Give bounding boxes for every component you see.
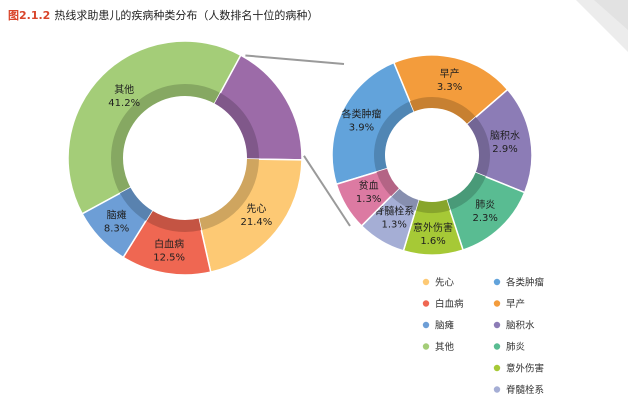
corner-decoration bbox=[576, 0, 628, 52]
legend-label-6: 脑积水 bbox=[506, 320, 535, 332]
detail-slice-3-inner-band bbox=[446, 172, 486, 211]
main-slice-0-inner-band bbox=[110, 83, 221, 194]
detail-slice-0-value: 3.9% bbox=[349, 123, 374, 134]
legend-label-8: 意外伤害 bbox=[506, 363, 544, 375]
main-slice-3-value: 12.5% bbox=[153, 253, 185, 264]
detail-slice-2-inner-band bbox=[467, 117, 490, 177]
legend-swatch-0 bbox=[422, 278, 430, 286]
detail-slice-3-value: 2.3% bbox=[473, 213, 498, 224]
legend-label-1: 白血病 bbox=[435, 298, 464, 310]
detail-slice-5-label: 脊髓栓系 bbox=[374, 205, 414, 218]
detail-slice-0 bbox=[331, 61, 416, 186]
legend-label-4: 各类肿瘤 bbox=[506, 277, 545, 289]
main-donut: 其他 41.2% 先心 21.4% 白血病 12.5% 脑瘫 8.3% bbox=[67, 40, 303, 276]
detail-slice-2-value: 2.9% bbox=[492, 144, 517, 155]
figure-number: 图2.1.2 bbox=[8, 9, 51, 22]
detail-slice-1-inner-band bbox=[409, 97, 476, 125]
detail-slice-0-label: 各类肿瘤 bbox=[341, 108, 381, 121]
main-slice-2-inner-band bbox=[198, 159, 259, 231]
main-slice-3-inner-band bbox=[145, 210, 202, 232]
legend-label-5: 早产 bbox=[506, 298, 525, 310]
legend-swatch-1 bbox=[422, 300, 430, 307]
detail-slice-4-inner-band bbox=[415, 199, 451, 213]
legend-swatch-4 bbox=[493, 278, 501, 286]
zoom-connectors bbox=[245, 54, 351, 227]
detail-slice-5-inner-band bbox=[391, 188, 419, 211]
legend-swatch-8 bbox=[493, 364, 501, 372]
detail-slice-6-inner-band bbox=[376, 168, 399, 197]
detail-slice-6-label: 贫血 bbox=[359, 179, 379, 192]
legend-label-2: 脑瘫 bbox=[435, 320, 455, 332]
detail-slice-1-label: 早产 bbox=[440, 67, 460, 80]
main-slice-2-label: 先心 bbox=[246, 203, 266, 215]
legend-label-9: 脊髓栓系 bbox=[506, 384, 544, 396]
detail-slice-1-value: 3.3% bbox=[437, 82, 462, 93]
main-slice-0-label: 其他 bbox=[114, 83, 134, 96]
legend-swatch-6 bbox=[493, 321, 501, 329]
legend-swatch-7 bbox=[493, 343, 501, 350]
legend-label-3: 其他 bbox=[435, 341, 455, 353]
main-slice-2-value: 21.4% bbox=[240, 217, 272, 228]
figure-title-text: 热线求助患儿的疾病种类分布（人数排名十位的病种） bbox=[54, 9, 319, 22]
legend-swatch-9 bbox=[493, 386, 501, 393]
detail-slice-6-value: 1.3% bbox=[356, 194, 381, 205]
detail-slice-4-label: 意外伤害 bbox=[413, 221, 453, 234]
main-slice-3-label: 白血病 bbox=[154, 238, 184, 251]
detail-slice-5-value: 1.3% bbox=[382, 220, 407, 231]
detail-donut: 各类肿瘤3.9%早产3.3%脑积水2.9%肺炎2.3%意外伤害1.6%脊髓栓系1… bbox=[331, 54, 533, 256]
legend-label-0: 先心 bbox=[435, 277, 455, 289]
legend-swatch-5 bbox=[493, 300, 501, 307]
detail-slice-3-label: 肺炎 bbox=[475, 199, 495, 211]
main-slice-4-value: 8.3% bbox=[104, 223, 129, 234]
main-slice-1-inner-band bbox=[214, 92, 259, 160]
connector-top bbox=[245, 54, 345, 65]
main-slice-4-inner-band bbox=[119, 187, 153, 221]
legend: 先心白血病脑瘫其他各类肿瘤早产脑积水肺炎意外伤害脊髓栓系贫血 bbox=[422, 277, 545, 396]
main-slice-4-label: 脑瘫 bbox=[107, 208, 127, 221]
detail-slice-4-value: 1.6% bbox=[420, 236, 445, 247]
legend-label-7: 肺炎 bbox=[506, 342, 526, 353]
connector-bottom bbox=[303, 155, 351, 227]
main-slice-0 bbox=[67, 40, 242, 215]
legend-swatch-3 bbox=[422, 343, 430, 350]
figure-title: 图2.1.2 热线求助患儿的疾病种类分布（人数排名十位的病种） bbox=[8, 7, 318, 23]
legend-swatch-2 bbox=[422, 321, 430, 329]
main-slice-0-value: 41.2% bbox=[108, 98, 140, 109]
detail-slice-0-inner-band bbox=[374, 101, 415, 172]
main-slice-2 bbox=[197, 158, 303, 274]
detail-slice-2-label: 脑积水 bbox=[490, 129, 520, 142]
